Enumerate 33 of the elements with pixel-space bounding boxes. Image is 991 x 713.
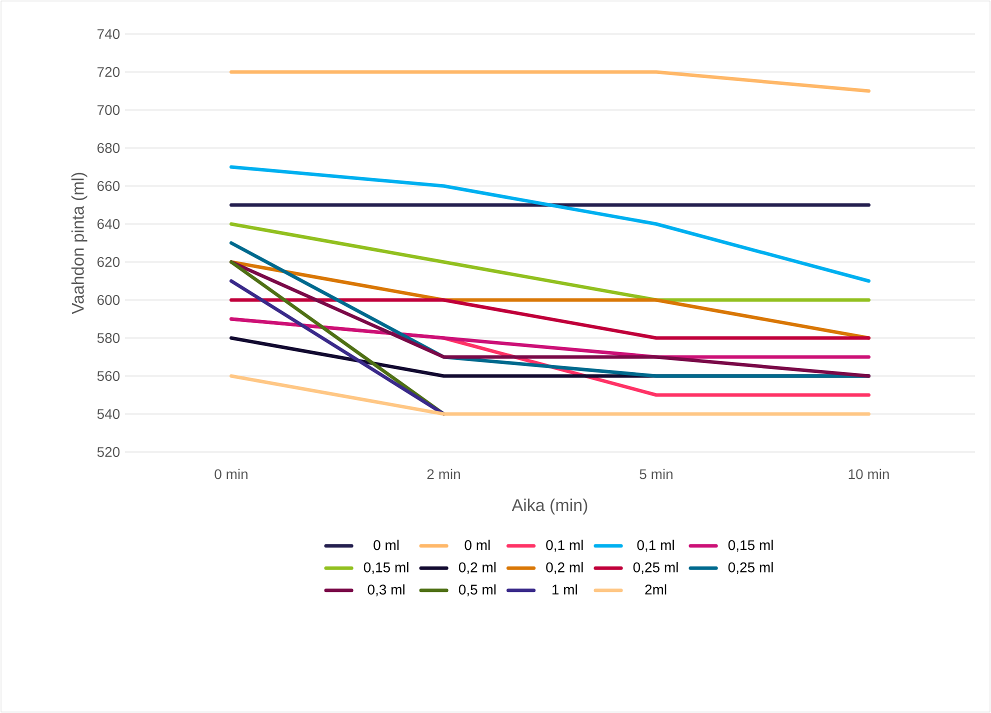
- y-tick-label: 680: [97, 143, 120, 153]
- legend-label: 0 ml: [464, 540, 490, 550]
- x-tick-label: 5 min: [640, 468, 672, 480]
- legend-label: 0 ml: [374, 540, 399, 550]
- legend-label: 0,15 ml: [364, 562, 408, 574]
- legend-label: 0,3 ml: [368, 584, 404, 596]
- y-tick-label: 740: [98, 29, 120, 39]
- y-tick-label: 640: [97, 219, 120, 229]
- x-tick-label: 2 min: [427, 468, 460, 480]
- legend-label: 0,15 ml: [728, 540, 773, 552]
- y-axis-title: Vaahdon pinta (ml): [71, 172, 88, 314]
- legend-label: 0,1 ml: [637, 540, 674, 552]
- y-tick-label: 560: [97, 371, 120, 381]
- legend-label: 2ml: [645, 584, 666, 594]
- legend-label: 0,2 ml: [546, 562, 583, 574]
- y-tick-label: 620: [97, 257, 120, 267]
- y-tick-label: 540: [97, 409, 120, 419]
- x-tick-label: 10 min: [848, 468, 889, 480]
- legend-label: 1 ml: [552, 584, 577, 594]
- x-tick-label: 0 min: [214, 468, 248, 480]
- legend-label: 0,25 ml: [728, 562, 773, 574]
- y-tick-label: 580: [97, 333, 120, 343]
- legend-label: 0,1 ml: [546, 540, 583, 552]
- y-tick-label: 660: [97, 181, 120, 191]
- legend-label: 0,25 ml: [633, 562, 678, 574]
- y-tick-label: 720: [98, 67, 120, 77]
- y-tick-label: 600: [97, 295, 120, 305]
- legend-label: 0,5 ml: [458, 584, 496, 596]
- legend-label: 0,2 ml: [458, 562, 496, 574]
- line-series: [230, 165, 871, 283]
- y-tick-label: 520: [97, 447, 120, 457]
- y-tick-label: 700: [98, 105, 120, 115]
- x-axis-title: Aika (min): [512, 498, 588, 515]
